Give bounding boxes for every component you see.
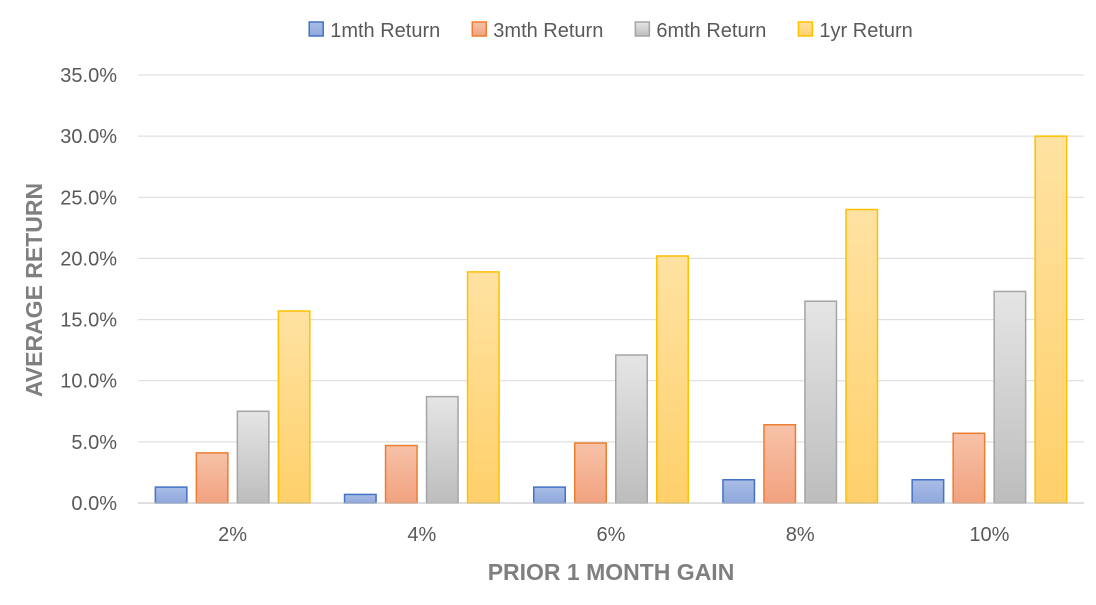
legend-label: 3mth Return <box>493 20 603 42</box>
bar-3mth-return-4pct <box>384 444 418 504</box>
bar-3mth-return-6pct <box>574 442 607 504</box>
y-tick-label: 0.0% <box>71 493 117 515</box>
y-tick-label: 30.0% <box>60 126 117 148</box>
bar-1mth-return-8pct <box>722 479 756 504</box>
bar-6mth-return-2pct <box>236 410 270 504</box>
bar-3mth-return-10pct <box>952 432 986 504</box>
legend-swatch <box>308 21 324 37</box>
y-tick-label: 25.0% <box>60 187 117 209</box>
bar-6mth-return-8pct <box>804 300 838 504</box>
bar-1mth-return-10pct <box>911 479 945 504</box>
x-tick-label: 6% <box>597 524 626 546</box>
x-tick-label: 4% <box>407 524 436 546</box>
legend-swatch <box>471 21 488 37</box>
bar-1mth-return-2pct <box>154 486 188 504</box>
legend-swatch <box>634 21 651 37</box>
bar-3mth-return-8pct <box>763 423 797 504</box>
legend-label: 1yr Return <box>819 20 912 42</box>
y-tick-label: 20.0% <box>60 248 117 270</box>
bar-3mth-return-2pct <box>195 452 229 504</box>
x-tick-label: 2% <box>218 524 247 546</box>
bar-1yr-return-8pct <box>845 208 879 504</box>
y-axis-title: AVERAGE RETURN <box>21 183 47 397</box>
legend-swatch <box>797 21 814 37</box>
y-tick-label: 15.0% <box>60 310 117 332</box>
x-axis-title: PRIOR 1 MONTH GAIN <box>488 559 735 585</box>
y-tick-label: 35.0% <box>60 65 117 87</box>
bar-1yr-return-6pct <box>656 255 689 504</box>
bar-6mth-return-4pct <box>425 395 459 504</box>
bar-6mth-return-10pct <box>993 290 1027 504</box>
bar-1mth-return-4pct <box>343 493 377 504</box>
bar-1yr-return-10pct <box>1034 135 1068 504</box>
y-tick-label: 10.0% <box>60 371 117 393</box>
bar-1yr-return-2pct <box>277 310 311 504</box>
legend-label: 6mth Return <box>656 20 766 42</box>
x-tick-label: 10% <box>969 524 1009 546</box>
bar-1yr-return-4pct <box>466 271 500 504</box>
legend: 1mth Return 3mth Return 6mth Return 1yr Ret… <box>308 20 913 42</box>
bar-6mth-return-6pct <box>615 354 648 504</box>
axes: 0.0% 5.0% 10.0% 15.0% 20.0% 25.0% 30.0% 35.0% 2%… <box>60 65 1084 546</box>
bar-1mth-return-6pct <box>533 486 566 504</box>
y-tick-label: 5.0% <box>71 432 117 454</box>
legend-label: 1mth Return <box>330 20 440 42</box>
x-tick-label: 8% <box>786 524 815 546</box>
